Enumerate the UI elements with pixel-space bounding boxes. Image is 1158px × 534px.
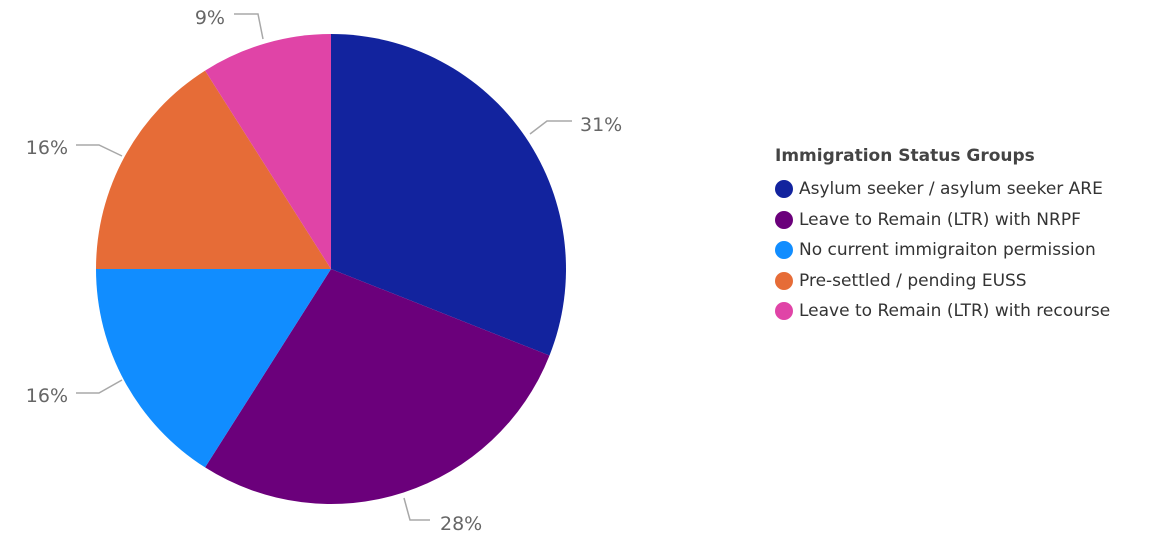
- data-label: 16%: [26, 137, 68, 159]
- pie-slice[interactable]: [331, 34, 567, 356]
- legend-item[interactable]: Leave to Remain (LTR) with NRPF: [775, 205, 1110, 236]
- pie-slice[interactable]: [95, 70, 331, 269]
- pie-slice[interactable]: [205, 269, 550, 505]
- legend-marker: [775, 241, 793, 260]
- pie-slice[interactable]: [96, 269, 331, 468]
- legend-marker: [775, 180, 793, 199]
- legend-label: Leave to Remain (LTR) with NRPF: [799, 209, 1081, 230]
- data-labels: 31% 28% 16% 16% 9%: [26, 7, 622, 534]
- legend-items: Asylum seeker / asylum seeker ARE Leave t…: [775, 174, 1110, 327]
- legend-label: Asylum seeker / asylum seeker ARE: [799, 179, 1103, 200]
- legend-marker: [775, 210, 793, 229]
- leader-line: [76, 379, 123, 394]
- legend-title: Immigration Status Groups: [775, 146, 1035, 166]
- legend-item[interactable]: Asylum seeker / asylum seeker ARE: [775, 174, 1110, 205]
- data-label: 28%: [440, 513, 482, 534]
- legend-marker: [775, 302, 793, 321]
- legend-item[interactable]: Pre-settled / pending EUSS: [775, 266, 1110, 297]
- legend-label: Leave to Remain (LTR) with recourse: [799, 301, 1111, 322]
- leader-line: [76, 144, 123, 157]
- data-label: 9%: [195, 7, 225, 29]
- pie-slice[interactable]: [205, 34, 331, 269]
- legend-item[interactable]: Leave to Remain (LTR) with recourse: [775, 296, 1110, 327]
- label-leader-lines: [76, 13, 572, 521]
- legend-marker: [775, 271, 793, 290]
- leader-line: [403, 497, 430, 521]
- leader-line: [529, 120, 572, 135]
- leader-line: [234, 13, 264, 40]
- data-label: 31%: [580, 114, 622, 136]
- legend-item[interactable]: No current immigraiton permission: [775, 235, 1110, 266]
- pie-slices: [95, 34, 567, 505]
- legend-label: No current immigraiton permission: [799, 240, 1096, 261]
- data-label: 16%: [26, 385, 68, 407]
- legend: Immigration Status Groups Asylum seeker …: [775, 146, 1110, 327]
- legend-label: Pre-settled / pending EUSS: [799, 270, 1027, 291]
